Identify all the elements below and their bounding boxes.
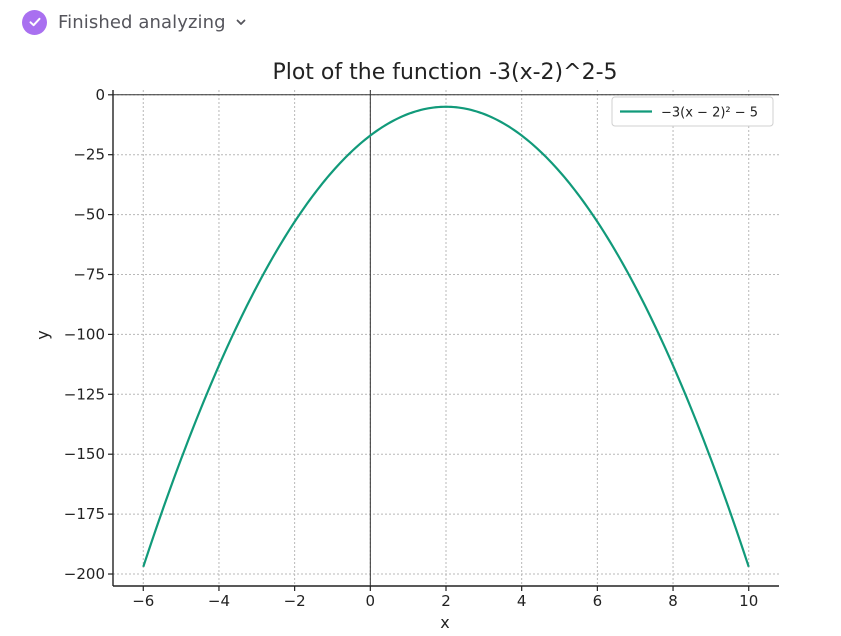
chevron-down-icon[interactable] bbox=[235, 16, 247, 28]
y-tick-label: 0 bbox=[95, 86, 105, 104]
y-tick-label: −150 bbox=[64, 445, 105, 463]
grid bbox=[113, 90, 779, 586]
y-tick-label: −200 bbox=[64, 565, 105, 583]
check-circle-icon bbox=[22, 9, 47, 35]
y-tick-label: −100 bbox=[64, 325, 105, 343]
x-tick-label: 4 bbox=[517, 592, 527, 610]
series-layer bbox=[142, 105, 750, 568]
x-tick-label: −4 bbox=[208, 592, 230, 610]
chart-title: Plot of the function -3(x-2)^2-5 bbox=[272, 60, 617, 85]
status-bar[interactable]: Finished analyzing bbox=[22, 8, 247, 36]
x-tick-label: 2 bbox=[441, 592, 451, 610]
y-tick-label: −75 bbox=[73, 266, 105, 284]
y-tick-label: −50 bbox=[73, 206, 105, 224]
x-tick-label: 10 bbox=[739, 592, 758, 610]
legend: −3(x − 2)² − 5 bbox=[611, 96, 774, 127]
x-axis-label: x bbox=[440, 613, 449, 632]
zero-lines bbox=[113, 90, 779, 586]
series-line bbox=[142, 105, 750, 568]
x-tick-label: −6 bbox=[132, 592, 154, 610]
ticks: −6 −4 −2 0 2 4 6 8 10 0 −25 −50 −75 −100 −125 −150 −175 −… bbox=[64, 86, 758, 610]
legend-label: −3(x − 2)² − 5 bbox=[661, 106, 758, 121]
x-tick-label: 0 bbox=[366, 592, 376, 610]
x-tick-label: 8 bbox=[668, 592, 678, 610]
y-tick-label: −125 bbox=[64, 385, 105, 403]
x-tick-label: −2 bbox=[284, 592, 306, 610]
y-tick-label: −25 bbox=[73, 146, 105, 164]
status-text: Finished analyzing bbox=[58, 11, 226, 33]
legend-box bbox=[611, 96, 774, 127]
y-tick-label: −175 bbox=[64, 505, 105, 523]
y-axis-label: y bbox=[33, 330, 52, 339]
x-tick-label: 6 bbox=[593, 592, 603, 610]
